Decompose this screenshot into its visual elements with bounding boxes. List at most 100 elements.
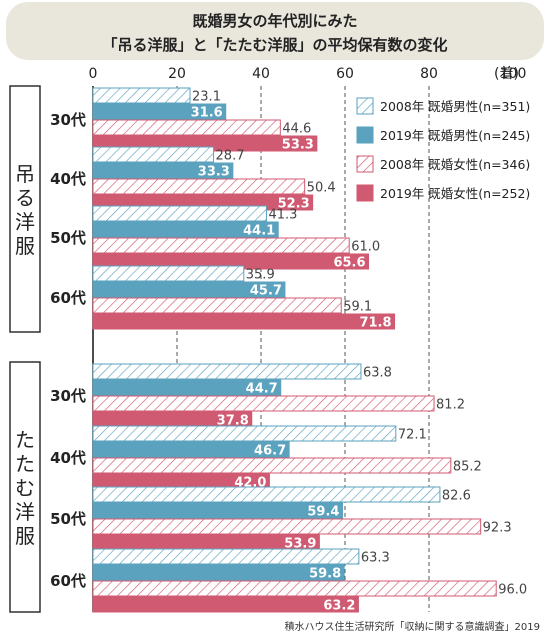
group-label-char: る (15, 186, 35, 210)
bar (92, 313, 396, 330)
bar-value-label: 61.0 (351, 240, 380, 255)
group-label-char: た (15, 452, 35, 476)
bar (92, 87, 191, 104)
bar-value-label: 44.7 (246, 382, 278, 397)
bar-value-label: 81.2 (436, 398, 465, 413)
bar (92, 178, 306, 195)
category-label: 30代 (50, 387, 86, 405)
category-label: 50代 (50, 510, 86, 528)
category-label: 40代 (50, 170, 86, 188)
bar (92, 596, 359, 613)
title-line-1: 既婚男女の年代別にみた (192, 12, 357, 30)
bar (92, 237, 350, 254)
category-label: 60代 (50, 572, 86, 590)
bars: 23.131.6 44.653.3 28.733.3 50.452.341.344.1… (92, 87, 527, 614)
category-label: 60代 (50, 289, 86, 307)
bar (92, 363, 362, 380)
group-label-char: た (15, 428, 35, 452)
bar-value-label: 33.3 (198, 165, 230, 180)
legend-swatch (356, 97, 374, 115)
category-label: 30代 (50, 111, 86, 129)
x-tick-label: 0 (89, 66, 98, 82)
group-label-char: 洋 (15, 500, 35, 524)
bar-value-label: 82.6 (442, 489, 471, 504)
x-tick-label: 40 (252, 66, 270, 82)
bar (92, 103, 227, 120)
bar-value-label: 59.4 (307, 505, 339, 520)
x-tick-label: 60 (336, 66, 354, 82)
group-label-char: 洋 (15, 210, 35, 234)
category-label: 50代 (50, 229, 86, 247)
x-tick-label: 100 (500, 66, 527, 82)
bar (92, 265, 245, 282)
legend-label: 2008年 既婚女性(n=346) (380, 157, 530, 172)
bar (92, 457, 452, 474)
bar (92, 146, 215, 163)
bar-value-label: 37.8 (217, 414, 249, 429)
group-label-char: 服 (15, 524, 35, 548)
legend-swatch (356, 155, 374, 173)
bar (92, 395, 435, 412)
group-box (9, 361, 41, 613)
bar-value-label: 63.2 (323, 599, 355, 614)
bar (92, 580, 497, 597)
legend-label: 2008年 既婚男性(n=351) (380, 99, 530, 114)
unit-label: (着) (494, 66, 519, 82)
bar-value-label: 46.7 (254, 444, 286, 459)
bar (92, 119, 281, 136)
legend-swatch (356, 126, 374, 144)
bar-value-label: 63.8 (363, 366, 392, 381)
title-background (6, 2, 544, 60)
bar (92, 502, 343, 519)
bar-value-label: 28.7 (216, 149, 245, 164)
bar-value-label: 41.3 (268, 208, 297, 223)
x-tick-label: 80 (420, 66, 438, 82)
bar (92, 425, 397, 442)
title-line-2: 「吊る洋服」と「たたむ洋服」の平均保有数の変化 (102, 36, 447, 54)
bar-value-label: 92.3 (483, 521, 512, 536)
bar-value-label: 59.8 (309, 567, 341, 582)
source-note: 積水ハウス住生活研究所「収納に関する意識調査」2019 (285, 620, 540, 633)
bar-value-label: 63.3 (361, 551, 390, 566)
group-box (9, 85, 41, 333)
bar-value-label: 52.3 (278, 197, 310, 212)
bar (92, 564, 345, 581)
bar-value-label: 44.6 (282, 122, 311, 137)
bar-value-label: 35.9 (246, 268, 275, 283)
bar-value-label: 96.0 (498, 583, 527, 598)
bar (92, 518, 482, 535)
bar-value-label: 71.8 (359, 316, 391, 331)
bar (92, 441, 290, 458)
bar-value-label: 53.3 (282, 138, 314, 153)
bar-value-label: 65.6 (333, 256, 365, 271)
bar-value-label: 45.7 (250, 284, 282, 299)
bar (92, 379, 282, 396)
legend: 2008年 既婚男性(n=351) 2019年 既婚男性(n=245) 2008年 … (356, 97, 530, 202)
bar (92, 205, 267, 222)
bar (92, 548, 360, 565)
bar-value-label: 85.2 (453, 460, 482, 475)
bar (92, 221, 279, 238)
bar-value-label: 44.1 (243, 224, 275, 239)
group-label-char: 吊 (15, 162, 35, 186)
category-label: 40代 (50, 449, 86, 467)
x-tick-label: 20 (168, 66, 186, 82)
bar-value-label: 31.6 (191, 106, 223, 121)
bar-value-label: 50.4 (307, 181, 336, 196)
bar-value-label: 72.1 (398, 428, 427, 443)
legend-label: 2019年 既婚女性(n=252) (380, 186, 530, 201)
bar-value-label: 23.1 (192, 90, 221, 105)
group-label-char: む (15, 476, 35, 500)
bar-value-label: 59.1 (343, 300, 372, 315)
bar-value-label: 53.9 (284, 537, 316, 552)
legend-swatch (356, 184, 374, 202)
bar (92, 486, 441, 503)
bar (92, 281, 286, 298)
legend-label: 2019年 既婚男性(n=245) (380, 128, 530, 143)
bar (92, 297, 342, 314)
bar (92, 162, 234, 179)
group-label-char: 服 (15, 234, 35, 258)
